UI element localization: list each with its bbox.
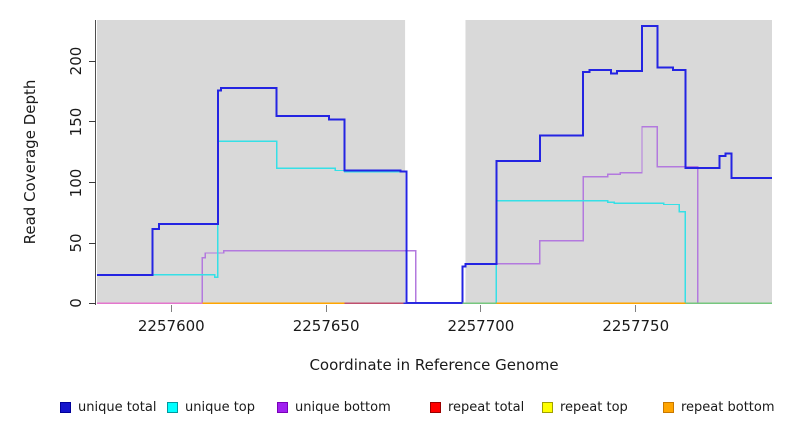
x-tick-mark	[635, 305, 637, 312]
legend-label: unique bottom	[295, 400, 391, 415]
y-tick-label: 100	[67, 168, 85, 197]
legend-swatch-icon	[167, 402, 178, 413]
x-tick-label: 2257750	[602, 317, 670, 335]
y-tick-label: 150	[67, 107, 85, 137]
x-axis-title: Coordinate in Reference Genome	[309, 356, 559, 374]
legend-item-repeat-top: repeat top	[542, 400, 628, 415]
y-tick-label: 0	[67, 298, 85, 308]
y-tick-label: 50	[67, 233, 85, 253]
legend-item-unique-bottom: unique bottom	[277, 400, 391, 415]
y-tick-mark	[89, 182, 96, 184]
x-tick-label: 2257600	[137, 317, 205, 335]
x-tick-label: 2257700	[447, 317, 515, 335]
x-tick-label: 2257650	[292, 317, 360, 335]
legend-label: repeat top	[560, 400, 628, 415]
y-tick-mark	[89, 242, 96, 244]
legend-label: repeat total	[448, 400, 525, 415]
chart-canvas	[97, 20, 772, 305]
x-tick-mark	[170, 305, 172, 312]
legend-swatch-icon	[430, 402, 441, 413]
legend-label: repeat bottom	[681, 400, 775, 415]
legend-swatch-icon	[60, 402, 71, 413]
legend-swatch-icon	[277, 402, 288, 413]
legend-item-repeat-total: repeat total	[430, 400, 524, 415]
y-tick-label: 200	[67, 46, 85, 76]
y-tick-mark	[89, 60, 96, 62]
legend-label: unique top	[185, 400, 256, 415]
legend-item-unique-total: unique total	[60, 400, 156, 415]
coverage-gap-band	[405, 20, 466, 304]
series-unique-total	[97, 25, 772, 305]
y-axis-line	[95, 20, 96, 305]
x-tick-mark	[480, 305, 482, 312]
x-tick-mark	[325, 305, 327, 312]
y-axis-title: Read Coverage Depth	[21, 79, 39, 245]
legend-item-repeat-bottom: repeat bottom	[663, 400, 775, 415]
series-unique-bottom	[97, 126, 772, 304]
legend-swatch-icon	[542, 402, 553, 413]
legend-swatch-icon	[663, 402, 674, 413]
legend-item-unique-top: unique top	[167, 400, 255, 415]
legend-label: unique total	[78, 400, 157, 415]
plot-area	[97, 20, 772, 305]
y-tick-mark	[89, 121, 96, 123]
y-tick-mark	[89, 302, 96, 304]
